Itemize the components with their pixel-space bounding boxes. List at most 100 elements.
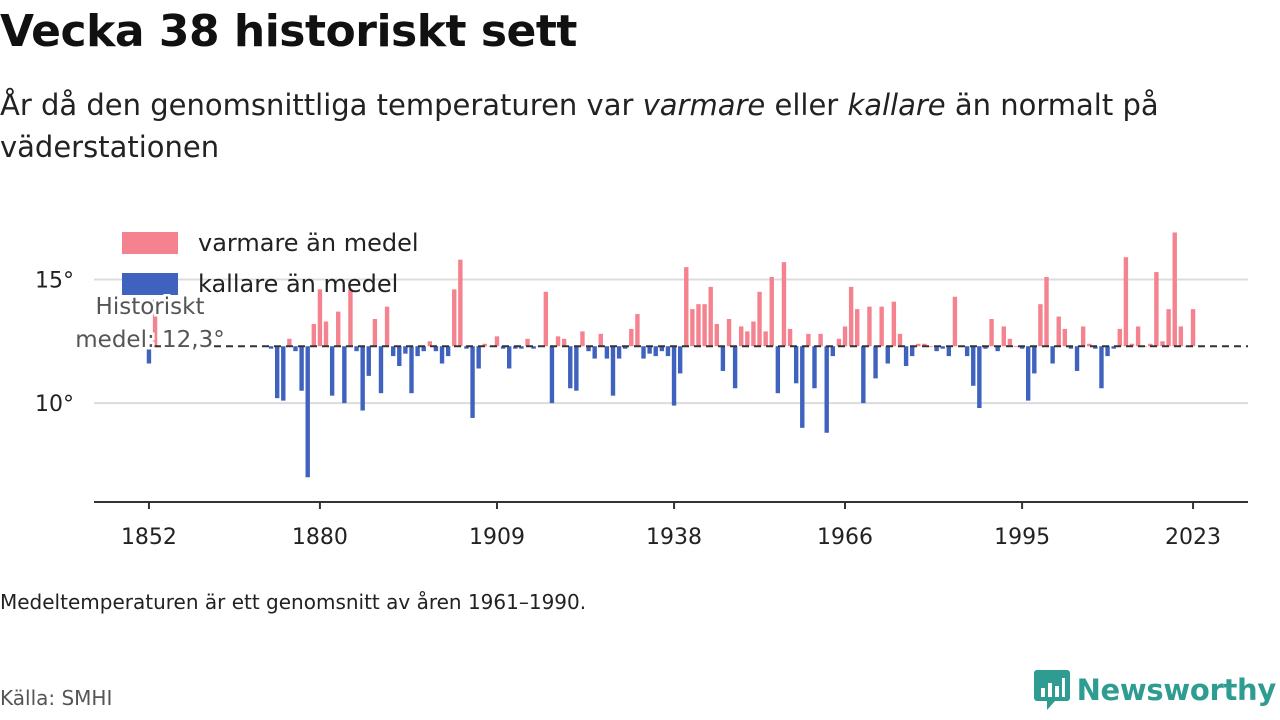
y-axis-ticks: 10° 15° (35, 268, 74, 417)
bar-1880 (317, 289, 323, 347)
bar-1872 (268, 346, 274, 349)
bar-1876 (293, 346, 298, 352)
bar-1892 (390, 346, 396, 357)
y-tick-label: 10° (35, 392, 74, 417)
bar-1896 (415, 346, 420, 357)
bars (146, 232, 1196, 478)
bar-2018 (1160, 341, 1165, 347)
bar-1993 (1007, 338, 1013, 347)
bar-1978 (916, 343, 921, 347)
bar-1947 (726, 319, 732, 347)
bar-1989 (983, 346, 988, 349)
bar-2021 (1178, 326, 1184, 347)
bar-1898 (427, 341, 433, 347)
bar-1950 (745, 331, 750, 347)
bar-2013 (1129, 343, 1135, 347)
bar-1933 (641, 346, 646, 359)
bar-1890 (378, 346, 384, 394)
bar-1936 (659, 346, 665, 352)
bar-1981 (934, 346, 939, 352)
bar-1941 (690, 309, 695, 347)
subtitle-text-1: År då den genomsnittliga temperaturen va… (0, 88, 643, 122)
bar-1878 (305, 346, 310, 478)
bar-2016 (1148, 343, 1153, 347)
bar-1979 (922, 343, 927, 347)
bar-1893 (397, 346, 402, 366)
bar-1961 (812, 346, 817, 389)
bar-1998 (1038, 304, 1043, 347)
bar-1909 (494, 336, 500, 347)
y-tick-label: 15° (35, 268, 74, 293)
bar-1904 (464, 346, 469, 349)
bar-1980 (928, 346, 933, 348)
bar-1967 (848, 286, 854, 347)
bar-1942 (696, 304, 701, 347)
bar-1945 (714, 323, 719, 347)
bar-1877 (299, 346, 304, 391)
bar-1879 (311, 323, 317, 347)
baseline-label-line: medel: 12,3° (75, 327, 224, 353)
bar-1921 (568, 346, 573, 389)
bar-1888 (366, 346, 371, 376)
bar-1922 (574, 346, 579, 391)
bar-1944 (708, 286, 713, 347)
bar-2012 (1123, 257, 1129, 347)
x-tick-label: 2023 (1165, 525, 1221, 550)
bar-1943 (702, 304, 707, 347)
bar-1937 (665, 346, 671, 357)
bar-1883 (336, 311, 341, 347)
x-tick-label: 1995 (994, 525, 1050, 550)
bar-1990 (989, 319, 994, 347)
bar-1932 (635, 314, 640, 347)
bar-1955 (775, 346, 781, 394)
subtitle-text-3: än normalt på väderstationen (0, 88, 1159, 164)
bar-1972 (879, 306, 884, 347)
bar-1954 (769, 276, 774, 347)
bar-1852 (146, 346, 152, 364)
bar-1925 (592, 346, 597, 359)
bar-1899 (433, 346, 439, 352)
subtitle-warm-word: varmare (642, 88, 766, 122)
bar-1885 (348, 289, 353, 347)
bar-1874 (281, 346, 286, 401)
bar-1914 (525, 338, 530, 347)
bar-1968 (855, 309, 860, 347)
bar-1907 (482, 343, 487, 347)
bar-1853 (152, 299, 158, 347)
page-title: Vecka 38 historiskt sett (0, 6, 577, 57)
bar-2019 (1166, 309, 1171, 347)
bar-1889 (372, 319, 378, 347)
bar-1895 (409, 346, 414, 394)
bar-1971 (873, 346, 878, 379)
bar-1964 (830, 346, 836, 357)
bar-1959 (800, 346, 805, 428)
bar-1900 (439, 346, 445, 364)
subtitle-text-2: eller (765, 88, 848, 122)
bar-1982 (940, 346, 945, 349)
bar-1902 (452, 289, 457, 347)
bar-2000 (1050, 346, 1055, 364)
x-tick-label: 1880 (292, 525, 348, 550)
bar-1920 (561, 338, 567, 347)
bar-1917 (543, 291, 549, 347)
brand-logo[interactable]: Newsworthy (1033, 668, 1276, 712)
bar-1994 (1013, 346, 1019, 348)
bar-1906 (476, 346, 481, 369)
source-label: Källa: SMHI (0, 686, 113, 710)
bar-1997 (1032, 346, 1037, 374)
bar-2004 (1074, 346, 1080, 371)
bar-1987 (971, 346, 976, 386)
bar-2009 (1105, 346, 1110, 357)
bar-2003 (1068, 346, 1074, 349)
bar-1992 (1001, 326, 1006, 347)
bar-1931 (629, 328, 634, 347)
grid-lines (94, 278, 1248, 405)
baseline-label-line: Historiskt (96, 294, 205, 320)
bar-1951 (751, 321, 756, 347)
footnote: Medeltemperaturen är ett genomsnitt av å… (0, 590, 587, 614)
x-tick-label: 1909 (469, 525, 525, 550)
bar-1986 (964, 346, 970, 357)
bar-1970 (867, 306, 872, 347)
bar-2002 (1062, 328, 1068, 347)
legend-label-0: varmare än medel (198, 229, 419, 257)
